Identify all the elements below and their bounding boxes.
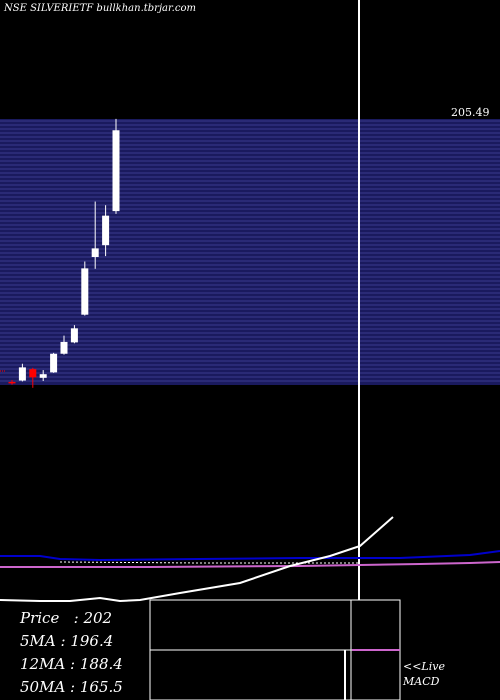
legend-ma5: 5MA : 196.4 [20,632,114,650]
chart-title: NSE SILVERIETF bullkhan.tbrjar.com [4,3,196,14]
candle-body [102,215,110,246]
legend-ma50: 50MA : 165.5 [20,678,123,696]
candle-body [112,130,120,212]
legend-ma12: 12MA : 188.4 [20,655,123,673]
candle-body [29,369,37,378]
macd-label: MACD [403,675,440,688]
candle-body [91,248,99,257]
candle-body [50,353,58,373]
blue-ma-line [0,550,500,562]
candle-body [81,268,89,315]
legend-price: Price : 202 [20,609,113,627]
candle-body [60,341,68,354]
candle-body [8,381,16,384]
candle-body [18,367,26,381]
white-indicator-curve [0,516,394,603]
white-dotted-line [59,561,359,564]
live-label: <<Live [403,660,445,673]
price-scale-label: 205.49 [451,106,490,119]
candle-body [70,328,78,343]
candle-body [39,374,47,378]
purple-signal-line [0,561,500,568]
